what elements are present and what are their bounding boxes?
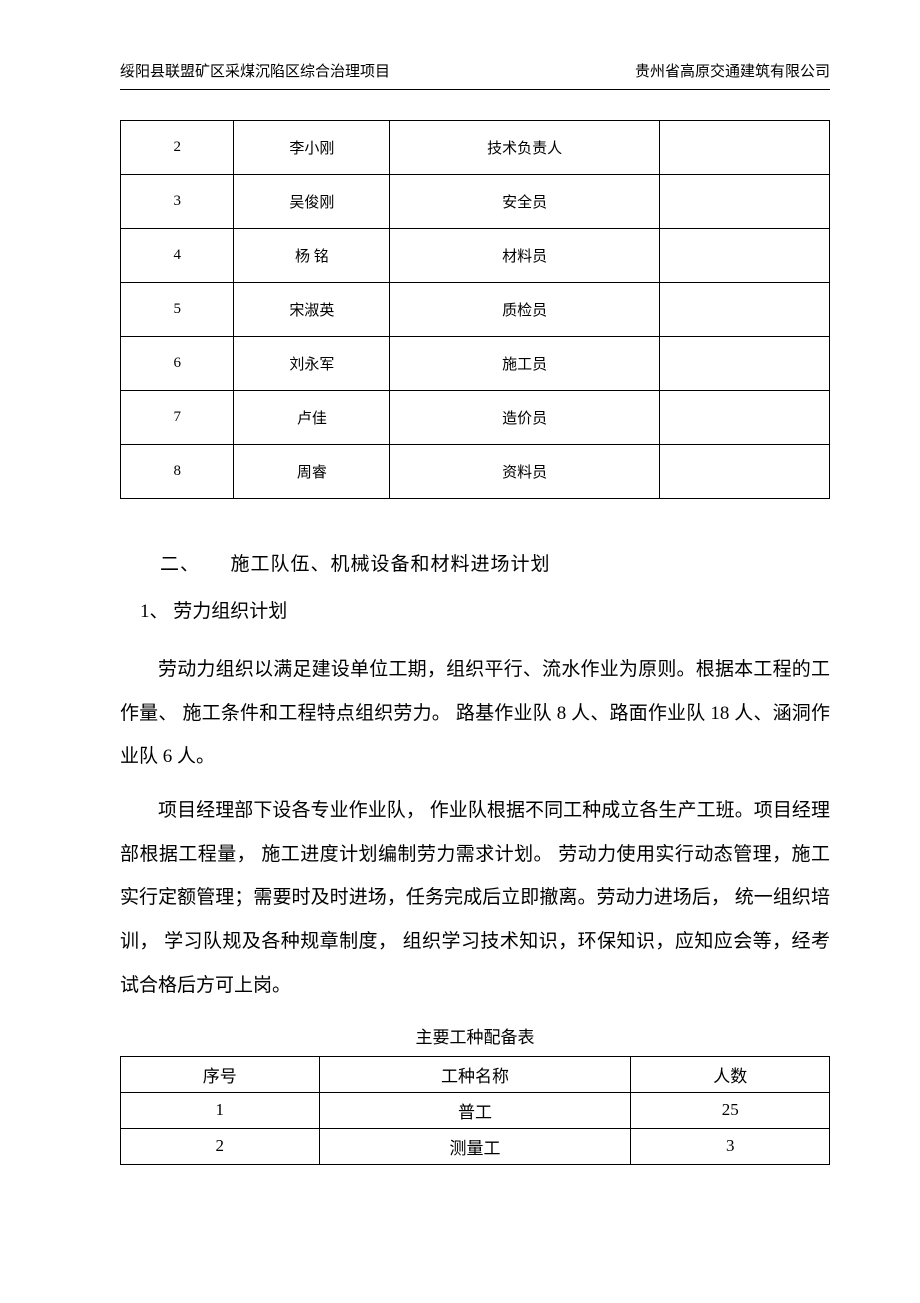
personnel-table: 2李小刚技术负责人3吴俊刚安全员4杨 铭材料员5宋淑英质检员6刘永军施工员7卢佳… [120, 120, 830, 499]
personnel-cell-role: 技术负责人 [390, 121, 659, 175]
personnel-cell-note [659, 337, 829, 391]
personnel-cell-no: 4 [121, 229, 234, 283]
personnel-cell-name: 宋淑英 [234, 283, 390, 337]
personnel-cell-name: 刘永军 [234, 337, 390, 391]
paragraph-2: 项目经理部下设各专业作业队， 作业队根据不同工种成立各生产工班。项目经理部根据工… [120, 789, 830, 1007]
table-row: 4杨 铭材料员 [121, 229, 830, 283]
personnel-cell-name: 杨 铭 [234, 229, 390, 283]
personnel-cell-note [659, 229, 829, 283]
personnel-cell-no: 5 [121, 283, 234, 337]
worktype-caption: 主要工种配备表 [120, 1023, 830, 1048]
worktype-cell-name: 普工 [319, 1092, 631, 1128]
col-header-name: 工种名称 [319, 1056, 631, 1092]
personnel-cell-role: 造价员 [390, 391, 659, 445]
table-row: 7卢佳造价员 [121, 391, 830, 445]
table-row: 6刘永军施工员 [121, 337, 830, 391]
personnel-cell-note [659, 175, 829, 229]
sub-heading: 1、 劳力组织计划 [140, 596, 830, 623]
worktype-table: 序号 工种名称 人数 1普工252测量工3 [120, 1056, 830, 1165]
section-heading: 二、 施工队伍、机械设备和材料进场计划 [160, 549, 830, 576]
worktype-cell-no: 1 [121, 1092, 320, 1128]
table-row: 2测量工3 [121, 1128, 830, 1164]
personnel-cell-name: 卢佳 [234, 391, 390, 445]
header-left: 绥阳县联盟矿区采煤沉陷区综合治理项目 [120, 60, 390, 81]
worktype-cell-no: 2 [121, 1128, 320, 1164]
personnel-cell-note [659, 283, 829, 337]
worktype-cell-count: 25 [631, 1092, 830, 1128]
table-row: 5宋淑英质检员 [121, 283, 830, 337]
personnel-cell-note [659, 121, 829, 175]
table-header-row: 序号 工种名称 人数 [121, 1056, 830, 1092]
personnel-cell-no: 3 [121, 175, 234, 229]
table-row: 1普工25 [121, 1092, 830, 1128]
personnel-cell-no: 7 [121, 391, 234, 445]
personnel-cell-no: 6 [121, 337, 234, 391]
personnel-cell-name: 周睿 [234, 445, 390, 499]
personnel-cell-name: 李小刚 [234, 121, 390, 175]
personnel-cell-role: 施工员 [390, 337, 659, 391]
personnel-cell-note [659, 391, 829, 445]
paragraph-1: 劳动力组织以满足建设单位工期，组织平行、流水作业为原则。根据本工程的工作量、 施… [120, 648, 830, 779]
table-row: 2李小刚技术负责人 [121, 121, 830, 175]
personnel-cell-note [659, 445, 829, 499]
worktype-cell-count: 3 [631, 1128, 830, 1164]
personnel-cell-name: 吴俊刚 [234, 175, 390, 229]
personnel-cell-no: 2 [121, 121, 234, 175]
personnel-cell-role: 材料员 [390, 229, 659, 283]
personnel-cell-role: 安全员 [390, 175, 659, 229]
page-header: 绥阳县联盟矿区采煤沉陷区综合治理项目 贵州省高原交通建筑有限公司 [120, 60, 830, 90]
worktype-cell-name: 测量工 [319, 1128, 631, 1164]
table-row: 8周睿资料员 [121, 445, 830, 499]
col-header-count: 人数 [631, 1056, 830, 1092]
personnel-cell-no: 8 [121, 445, 234, 499]
personnel-cell-role: 资料员 [390, 445, 659, 499]
personnel-cell-role: 质检员 [390, 283, 659, 337]
col-header-no: 序号 [121, 1056, 320, 1092]
header-right: 贵州省高原交通建筑有限公司 [635, 60, 830, 81]
table-row: 3吴俊刚安全员 [121, 175, 830, 229]
